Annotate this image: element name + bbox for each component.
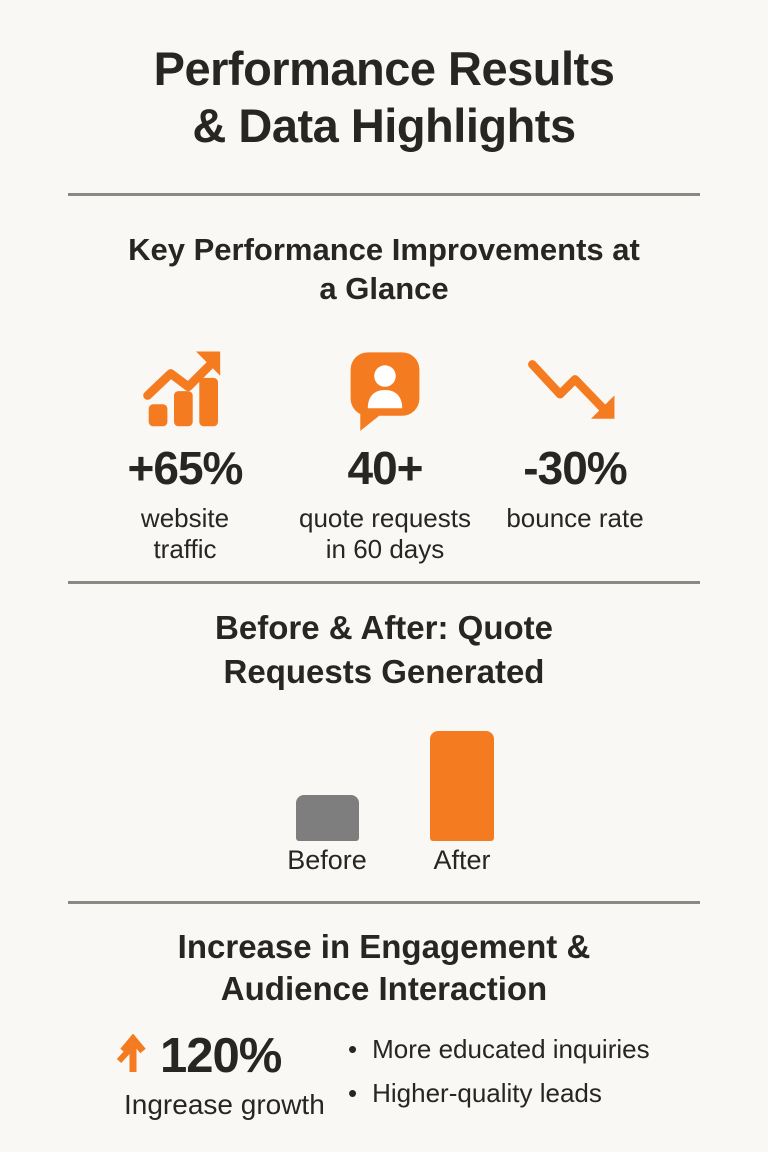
bullet-text: Higher-quality leads [372,1078,602,1108]
engagement-heading-line1: Increase in Engagement & [177,928,591,965]
section-divider-1 [68,193,700,196]
engagement-heading-line2: Audience Interaction [220,970,548,1007]
growth-label: Ingrease growth [124,1089,325,1120]
stat-quote-requests: 40+ quote requests in 60 days [275,342,495,565]
before-after-heading-line1: Before & After: Quote [215,609,553,646]
bullet-dot-icon [348,1078,357,1108]
engagement-bullet-list: More educated inquiries Higher-quality l… [348,1034,650,1122]
before-after-heading: Before & After: Quote Requests Generated [0,606,768,694]
growth-stat: 120% Ingrease growth [110,1028,350,1121]
before-after-heading-line2: Requests Generated [223,653,545,690]
page-title-line1: Performance Results [153,42,615,95]
section-divider-2 [68,581,700,584]
section-divider-3 [68,901,700,904]
stat-bounce-rate: -30% bounce rate [465,342,685,534]
trend-down-arrow-icon [465,342,685,437]
stat-value: 40+ [347,442,423,494]
list-item: More educated inquiries [348,1034,650,1064]
stat-website-traffic: +65% website traffic [75,342,295,565]
kpi-heading-line2: a Glance [319,271,449,306]
stat-label: bounce rate [506,503,644,533]
stat-label: website traffic [140,503,230,564]
bar-chart-growth-icon [75,342,295,437]
growth-stat-row: 120% [110,1028,350,1084]
chart-bar-before [296,795,359,841]
kpi-section-heading: Key Performance Improvements at a Glance [0,230,768,308]
before-after-chart [0,720,768,841]
stat-label: quote requests in 60 days [298,503,471,564]
kpi-heading-line1: Key Performance Improvements at [128,232,640,267]
chart-bar-label-before: Before [287,845,367,875]
page-title: Performance Results & Data Highlights [0,40,768,154]
engagement-heading: Increase in Engagement & Audience Intera… [0,926,768,1010]
growth-arrow-icon [116,1033,148,1079]
quote-chat-person-icon [275,342,495,437]
chart-bar-label-after: After [433,845,491,875]
page-title-line2: & Data Highlights [192,99,576,152]
stat-value: +65% [127,442,244,494]
growth-value: 120% [160,1029,282,1083]
chart-bar-after [430,731,494,841]
stat-value: -30% [523,442,627,494]
bullet-text: More educated inquiries [372,1034,650,1064]
bullet-dot-icon [348,1034,357,1064]
list-item: Higher-quality leads [348,1078,650,1108]
